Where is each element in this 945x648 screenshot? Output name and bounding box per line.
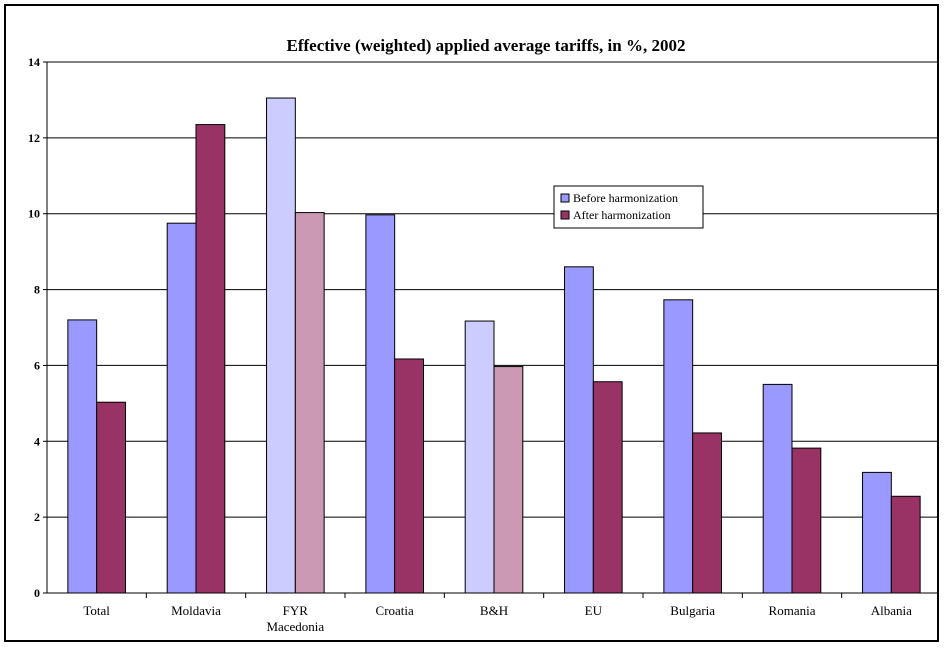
bar <box>493 366 524 594</box>
y-tick-label: 0 <box>34 586 40 600</box>
y-axis-ticks: 0 2 4 6 8 10 12 14 <box>28 55 40 600</box>
bar-chart: Effective (weighted) applied average tar… <box>28 36 937 634</box>
bar <box>394 358 424 594</box>
y-tick-label: 12 <box>28 131 40 145</box>
x-tick-label: Croatia <box>376 603 414 618</box>
bar <box>195 124 226 594</box>
legend: Before harmonization After harmonization <box>553 185 704 229</box>
x-tick-label: Macedonia <box>266 619 324 634</box>
bar <box>464 320 495 594</box>
x-tick-label: Moldavia <box>171 603 221 618</box>
x-tick-label: Romania <box>769 603 816 618</box>
legend-swatch <box>560 210 570 220</box>
bar <box>294 212 325 594</box>
x-tick-label: Total <box>83 603 110 618</box>
bar <box>663 299 694 594</box>
legend-label: After harmonization <box>573 208 671 222</box>
bar <box>862 471 892 594</box>
bar <box>266 97 296 594</box>
x-tick-label: FYR <box>283 603 309 618</box>
x-tick-label: B&H <box>480 603 508 618</box>
y-tick-label: 2 <box>34 510 40 524</box>
x-tick-label: Albania <box>871 603 912 618</box>
bar <box>791 447 822 594</box>
bar <box>890 495 921 594</box>
chart-frame: Effective (weighted) applied average tar… <box>4 4 939 642</box>
y-tick-label: 10 <box>28 207 40 221</box>
chart-title: Effective (weighted) applied average tar… <box>287 36 686 55</box>
bar <box>564 266 594 594</box>
bar <box>365 214 396 594</box>
legend-box <box>553 185 704 229</box>
y-tick-label: 8 <box>34 283 40 297</box>
legend-swatch <box>560 193 570 203</box>
y-tick-label: 6 <box>34 358 40 372</box>
bars <box>67 97 921 594</box>
x-tick-label: EU <box>585 603 603 618</box>
bar <box>166 222 197 594</box>
bar <box>692 432 722 594</box>
legend-label: Before harmonization <box>573 191 678 205</box>
bar <box>96 401 126 594</box>
y-tick-label: 4 <box>34 434 40 448</box>
x-tick-label: Bulgaria <box>670 603 715 618</box>
bar <box>67 319 98 594</box>
bar <box>762 383 793 594</box>
y-tick-label: 14 <box>28 55 40 69</box>
bar <box>592 381 623 594</box>
